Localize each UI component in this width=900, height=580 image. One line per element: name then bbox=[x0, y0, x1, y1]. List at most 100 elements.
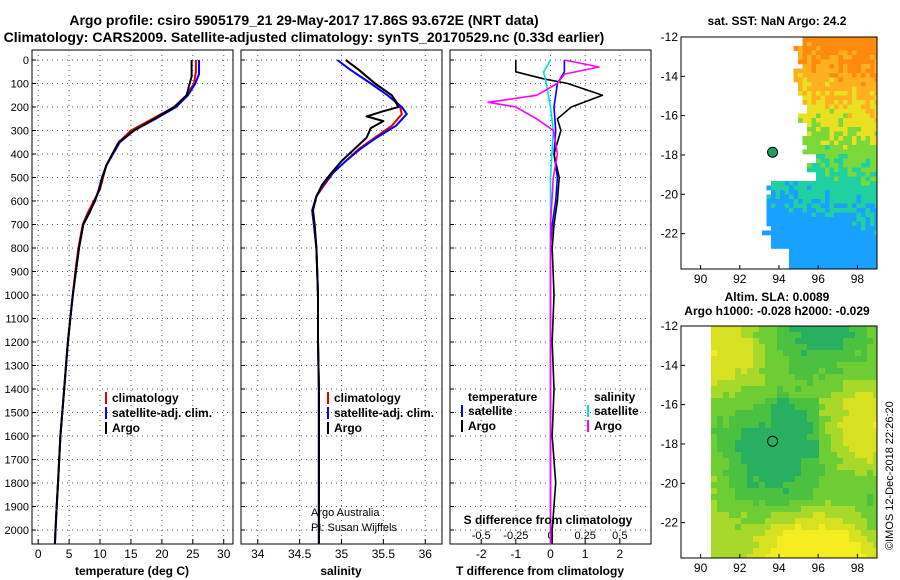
map-y-tick-label: -16 bbox=[661, 109, 679, 123]
float-position-marker bbox=[767, 146, 779, 158]
legend-label: Argo bbox=[334, 421, 362, 435]
series-line-climatology bbox=[311, 59, 403, 545]
sla-map-axes: 90 92 94 96 98 -12 -14 -16 -18 -20 -22 bbox=[661, 319, 865, 575]
legend-label: Argo bbox=[594, 419, 622, 433]
map-y-tick-label: -20 bbox=[661, 476, 679, 490]
map-x-tick-label: 92 bbox=[733, 561, 747, 575]
sst-map-title: sat. SST: NaN Argo: 24.2 bbox=[708, 14, 847, 28]
legend-heading-salinity: salinity bbox=[594, 390, 636, 404]
salinity-panel bbox=[240, 49, 443, 545]
s-diff-tick-label: 0.5 bbox=[612, 530, 627, 542]
series-line-salinity-argo bbox=[487, 59, 600, 545]
map-y-tick-label: -12 bbox=[661, 319, 679, 333]
depth-tick-label: 400 bbox=[11, 149, 29, 161]
credit-argo-australia: Argo Australia bbox=[311, 507, 380, 519]
x-tick-label: -1 bbox=[511, 547, 522, 561]
depth-tick-label: 1600 bbox=[5, 431, 29, 443]
temperature-x-axis: 0 5 10 15 20 25 30 bbox=[35, 539, 231, 561]
depth-tick-label: 1800 bbox=[5, 478, 29, 490]
s-difference-x-axis: -0.5 -0.25 0 0.25 0.5 bbox=[472, 530, 628, 542]
header-line2: Climatology: CARS2009. Satellite-adjuste… bbox=[4, 29, 605, 45]
x-tick-label: 0 bbox=[547, 547, 554, 561]
salinity-grid bbox=[241, 50, 442, 544]
depth-tick-label: 900 bbox=[11, 267, 29, 279]
difference-xlabel: T difference from climatology bbox=[456, 564, 624, 578]
x-tick-label: -2 bbox=[476, 547, 487, 561]
depth-tick-label: 200 bbox=[11, 102, 29, 114]
series-line-climatology bbox=[53, 60, 197, 545]
x-tick-label: 2 bbox=[616, 547, 623, 561]
salinity-series bbox=[311, 59, 408, 545]
salinity-xlabel: salinity bbox=[320, 564, 362, 578]
depth-tick-label: 2000 bbox=[5, 525, 29, 537]
map-y-tick-label: -14 bbox=[661, 358, 679, 372]
x-tick-label: 35.5 bbox=[372, 547, 396, 561]
series-line-satellite-adj-clim- bbox=[311, 59, 408, 545]
depth-axis: 0 100 200 300 400 500 600 700 800 900 1000 1100 1200… bbox=[5, 55, 454, 537]
series-line-argo bbox=[53, 60, 193, 545]
header-line1: Argo profile: csiro 5905179_21 29-May-20… bbox=[69, 12, 538, 28]
depth-tick-label: 100 bbox=[11, 79, 29, 91]
credit-pi: PI: Susan Wijffels bbox=[311, 522, 397, 534]
map-x-tick-label: 90 bbox=[694, 272, 708, 286]
x-tick-label: 5 bbox=[66, 547, 73, 561]
map-x-tick-label: 96 bbox=[812, 561, 826, 575]
series-line-temperature-argo bbox=[514, 60, 604, 545]
series-line-salinity-satellite bbox=[542, 59, 555, 545]
map-y-tick-label: -18 bbox=[661, 437, 679, 451]
depth-tick-label: 1000 bbox=[5, 290, 29, 302]
map-y-tick-label: -14 bbox=[661, 69, 679, 83]
series-line-argo bbox=[312, 59, 400, 545]
map-y-tick-label: -22 bbox=[661, 227, 679, 241]
sst-map-field bbox=[681, 37, 877, 269]
legend-label: Argo bbox=[112, 421, 140, 435]
map-y-tick-label: -16 bbox=[661, 398, 679, 412]
legend-heading-temperature: temperature bbox=[468, 390, 538, 404]
depth-tick-label: 1300 bbox=[5, 361, 29, 373]
temperature-panel bbox=[31, 49, 234, 545]
map-x-tick-label: 92 bbox=[733, 272, 747, 286]
legend-label: climatology bbox=[334, 391, 401, 405]
float-position-marker bbox=[767, 435, 779, 447]
legend-label: satellite bbox=[468, 404, 513, 418]
t-difference-x-axis: -2 -1 0 1 2 bbox=[476, 539, 623, 561]
x-tick-label: 10 bbox=[93, 547, 107, 561]
difference-series bbox=[487, 59, 604, 545]
legend-label: satellite-adj. clim. bbox=[334, 406, 434, 420]
depth-tick-label: 700 bbox=[11, 220, 29, 232]
imos-timestamp: ©IMOS 12-Dec-2018 22:26:20 bbox=[884, 401, 896, 550]
sla-title2: Argo h1000: -0.028 h2000: -0.029 bbox=[684, 304, 870, 318]
legend-label: satellite bbox=[594, 404, 639, 418]
x-tick-label: 36 bbox=[419, 547, 433, 561]
map-x-tick-label: 98 bbox=[851, 272, 865, 286]
x-tick-label: 30 bbox=[217, 547, 231, 561]
x-tick-label: 35 bbox=[335, 547, 349, 561]
map-x-tick-label: 94 bbox=[772, 272, 786, 286]
s-diff-tick-label: -0.5 bbox=[472, 530, 491, 542]
map-y-tick-label: -18 bbox=[661, 148, 679, 162]
map-y-tick-label: -20 bbox=[661, 187, 679, 201]
map-x-tick-label: 96 bbox=[812, 272, 826, 286]
legend-label: satellite-adj. clim. bbox=[112, 406, 212, 420]
depth-tick-label: 300 bbox=[11, 126, 29, 138]
map-x-tick-label: 90 bbox=[694, 561, 708, 575]
s-diff-tick-label: 0.25 bbox=[574, 530, 595, 542]
temperature-grid bbox=[32, 50, 233, 544]
map-x-tick-label: 98 bbox=[851, 561, 865, 575]
depth-tick-label: 800 bbox=[11, 243, 29, 255]
s-diff-tick-label: -0.25 bbox=[503, 530, 528, 542]
depth-tick-label: 0 bbox=[23, 55, 29, 67]
sla-map-field bbox=[681, 326, 877, 558]
depth-tick-label: 1500 bbox=[5, 408, 29, 420]
depth-tick-label: 500 bbox=[11, 173, 29, 185]
sla-title1: Altim. SLA: 0.0089 bbox=[725, 290, 830, 304]
x-tick-label: 34 bbox=[251, 547, 265, 561]
x-tick-label: 1 bbox=[582, 547, 589, 561]
salinity-legend: climatology satellite-adj. clim. Argo bbox=[327, 391, 434, 435]
map-y-tick-label: -12 bbox=[661, 30, 679, 44]
depth-tick-label: 1100 bbox=[5, 314, 29, 326]
x-tick-label: 20 bbox=[155, 547, 169, 561]
map-x-tick-label: 94 bbox=[772, 561, 786, 575]
legend-label: climatology bbox=[112, 391, 179, 405]
depth-tick-label: 1700 bbox=[5, 455, 29, 467]
